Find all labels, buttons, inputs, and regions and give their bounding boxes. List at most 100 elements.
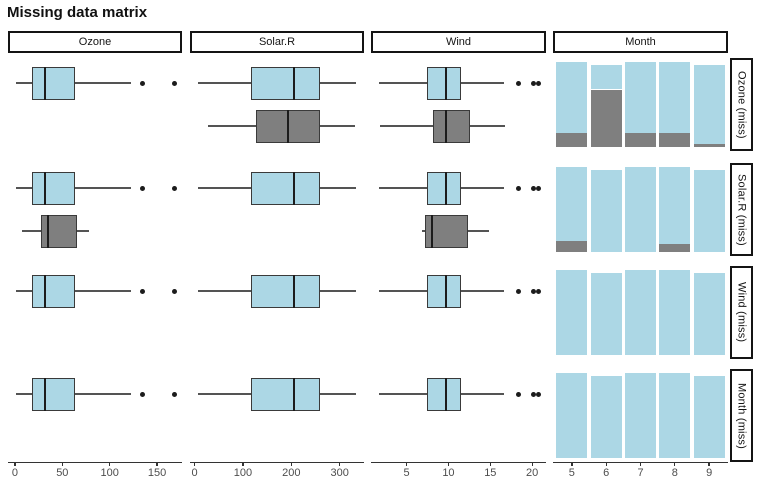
x-axis-tick bbox=[290, 463, 292, 467]
bar-missing-month-5 bbox=[556, 240, 588, 252]
x-axis-tick bbox=[109, 463, 111, 467]
x-axis-tick-label: 150 bbox=[147, 467, 167, 479]
x-axis-tick bbox=[405, 463, 408, 467]
bar-present-month-8 bbox=[659, 62, 691, 134]
facet-strip-row-month-miss-: Month (miss) bbox=[730, 369, 753, 462]
outlier-dot bbox=[530, 391, 536, 397]
facet-strip-label: Month (miss) bbox=[735, 382, 748, 449]
boxplot-box bbox=[32, 377, 75, 411]
bar-present-month-7 bbox=[625, 270, 656, 355]
x-axis-tick bbox=[531, 463, 533, 467]
facet-strip-row-wind-miss-: Wind (miss) bbox=[730, 266, 753, 359]
bar-present-month-9 bbox=[693, 272, 725, 355]
outlier-dot bbox=[535, 391, 541, 397]
boxplot-box bbox=[32, 66, 75, 100]
outlier-dot bbox=[535, 80, 541, 86]
x-axis-tick bbox=[674, 463, 676, 467]
x-axis-tick bbox=[605, 463, 607, 467]
boxplot-median-line bbox=[444, 109, 447, 143]
boxplot-median-line bbox=[292, 377, 295, 411]
bar-present-month-5 bbox=[556, 167, 588, 241]
chart-title: Missing data matrix bbox=[7, 4, 148, 21]
x-axis-tick-label: 8 bbox=[671, 467, 678, 479]
x-axis-tick-label: 6 bbox=[603, 467, 610, 479]
bar-present-month-6 bbox=[590, 169, 622, 252]
boxplot-median-line bbox=[43, 377, 46, 411]
facet-strip-column-solarr: Solar.R bbox=[190, 31, 364, 53]
outlier-dot bbox=[530, 185, 536, 191]
outlier-dot bbox=[530, 288, 536, 294]
x-axis-tick bbox=[639, 463, 642, 467]
x-axis-tick-label: 50 bbox=[56, 467, 69, 479]
boxplot-box bbox=[426, 66, 461, 100]
boxplot-box bbox=[250, 66, 320, 100]
x-axis-tick-label: 10 bbox=[442, 467, 455, 479]
outlier-dot bbox=[171, 288, 177, 294]
bar-present-month-5 bbox=[556, 270, 588, 355]
bar-present-month-9 bbox=[693, 375, 725, 458]
facet-strip-label: Solar.R (miss) bbox=[735, 173, 748, 246]
bar-present-month-8 bbox=[659, 167, 691, 244]
outlier-dot bbox=[516, 185, 522, 191]
outlier-dot bbox=[140, 80, 146, 86]
boxplot-box bbox=[426, 171, 461, 205]
x-axis-line-wind bbox=[371, 462, 546, 464]
boxplot-median-line bbox=[286, 109, 289, 143]
boxplot-median-line bbox=[47, 214, 50, 248]
bar-missing-month-9 bbox=[693, 144, 725, 147]
bar-present-month-7 bbox=[625, 62, 656, 134]
bar-missing-month-8 bbox=[659, 243, 691, 252]
x-axis-tick-label: 200 bbox=[282, 467, 301, 479]
x-axis-line-ozone bbox=[8, 462, 182, 464]
outlier-dot bbox=[530, 80, 536, 86]
boxplot-box bbox=[433, 109, 471, 143]
x-axis-tick bbox=[193, 463, 196, 467]
x-axis-tick-label: 100 bbox=[233, 467, 253, 479]
bar-present-month-5 bbox=[556, 373, 588, 458]
x-axis-line-month bbox=[553, 462, 728, 464]
outlier-dot bbox=[171, 185, 177, 191]
x-axis-tick bbox=[447, 463, 450, 467]
bar-present-month-6 bbox=[590, 272, 622, 355]
bar-present-month-6 bbox=[590, 64, 622, 90]
outlier-dot bbox=[140, 185, 146, 191]
facet-strip-column-month: Month bbox=[553, 31, 728, 53]
bar-present-month-7 bbox=[625, 167, 656, 252]
boxplot-box bbox=[32, 274, 75, 308]
x-axis-tick-label: 20 bbox=[526, 467, 539, 479]
facet-strip-label: Wind bbox=[445, 36, 472, 48]
x-axis-tick bbox=[338, 463, 341, 467]
outlier-dot bbox=[171, 80, 177, 86]
x-axis-tick-label: 300 bbox=[330, 467, 349, 479]
bar-missing-month-5 bbox=[556, 133, 588, 147]
facet-strip-column-wind: Wind bbox=[371, 31, 546, 53]
facet-strip-label: Ozone bbox=[78, 36, 112, 48]
facet-strip-row-solar-r-miss-: Solar.R (miss) bbox=[730, 163, 753, 256]
boxplot-box bbox=[250, 377, 320, 411]
boxplot-median-line bbox=[43, 66, 46, 100]
x-axis-tick bbox=[242, 463, 244, 467]
facet-strip-column-ozone: Ozone bbox=[8, 31, 182, 53]
boxplot-median-line bbox=[292, 274, 295, 308]
bar-missing-month-6 bbox=[590, 89, 622, 147]
facet-strip-label: Ozone (miss) bbox=[735, 70, 748, 139]
outlier-dot bbox=[516, 391, 522, 397]
outlier-dot bbox=[516, 80, 522, 86]
bar-missing-month-8 bbox=[659, 133, 691, 147]
x-axis-tick-label: 0 bbox=[191, 467, 198, 479]
boxplot-median-line bbox=[43, 274, 46, 308]
boxplot-median-line bbox=[444, 66, 447, 100]
bar-present-month-8 bbox=[659, 373, 691, 458]
x-axis-tick-label: 0 bbox=[11, 467, 19, 479]
facet-strip-label: Month bbox=[625, 36, 656, 48]
x-axis-tick-label: 9 bbox=[706, 467, 713, 479]
boxplot-median-line bbox=[444, 171, 447, 205]
outlier-dot bbox=[171, 391, 177, 397]
x-axis-tick bbox=[571, 463, 573, 467]
boxplot-box bbox=[426, 274, 461, 308]
bar-present-month-6 bbox=[590, 375, 622, 458]
x-axis-tick-label: 5 bbox=[403, 467, 410, 479]
x-axis-tick bbox=[489, 463, 491, 467]
boxplot-box bbox=[426, 377, 461, 411]
